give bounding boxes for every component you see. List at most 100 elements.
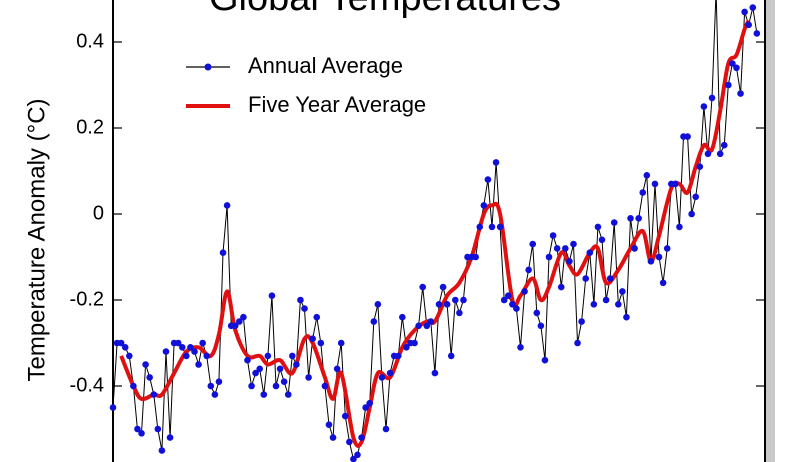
annual-point	[500, 296, 508, 304]
annual-point	[676, 223, 683, 231]
annual-point	[521, 288, 528, 295]
annual-point	[643, 172, 651, 179]
annual-point	[745, 21, 752, 29]
annual-point	[411, 339, 418, 347]
annual-point	[598, 236, 606, 244]
annual-point	[178, 344, 186, 351]
annual-point	[305, 374, 312, 381]
annual-point	[684, 133, 691, 140]
annual-point	[472, 253, 479, 261]
annual-point	[126, 352, 133, 360]
annual-point	[720, 141, 728, 149]
annual-point	[753, 30, 761, 37]
y-tick-label: 0.4	[76, 30, 104, 52]
annual-point	[187, 344, 194, 351]
annual-point	[268, 292, 276, 300]
annual-point	[370, 318, 378, 325]
annual-point	[191, 348, 198, 355]
annual-point	[631, 245, 638, 252]
legend-label: Annual Average	[248, 53, 403, 78]
y-tick-label: -0.6	[70, 460, 104, 462]
annual-point	[130, 382, 137, 390]
annual-point	[260, 391, 268, 398]
annual-point	[733, 64, 740, 72]
annual-point	[537, 322, 545, 330]
annual-point	[154, 425, 162, 433]
annual-point	[162, 348, 170, 355]
annual-point	[688, 210, 695, 218]
annual-point	[146, 374, 153, 381]
annual-point	[655, 253, 663, 261]
annual-point	[737, 90, 744, 97]
annual-point	[284, 391, 292, 398]
annual-point	[635, 215, 642, 222]
annual-point	[647, 258, 655, 265]
annual-point	[293, 361, 300, 368]
annual-point	[582, 275, 589, 282]
annual-point	[337, 339, 345, 347]
y-axis-label: Temperature Anomaly (°C)	[23, 98, 50, 381]
annual-point	[394, 352, 402, 360]
annual-point	[696, 163, 704, 170]
annual-point	[529, 240, 537, 248]
annual-point	[627, 215, 634, 222]
annual-point	[606, 275, 614, 282]
annual-point	[590, 301, 598, 308]
annual-point	[435, 301, 443, 308]
annual-point	[741, 8, 748, 16]
annual-point	[594, 223, 602, 231]
annual-point	[195, 361, 202, 368]
annual-point	[541, 356, 549, 364]
annual-point	[215, 378, 223, 386]
annual-point	[504, 292, 512, 300]
y-tick-label: -0.4	[70, 374, 104, 396]
y-tick-label: 0	[93, 202, 104, 224]
annual-point	[240, 313, 247, 321]
annual-point	[517, 344, 524, 351]
annual-point	[321, 382, 329, 390]
annual-point	[199, 339, 206, 347]
annual-point	[562, 245, 569, 252]
annual-point	[174, 339, 182, 347]
annual-point	[431, 369, 439, 377]
annual-point	[142, 361, 149, 368]
annual-point	[659, 279, 667, 287]
frame-shadow	[766, 0, 775, 462]
plot-frame	[112, 0, 766, 462]
annual-point	[513, 305, 520, 312]
annual-point	[651, 180, 659, 188]
annual-point	[366, 399, 374, 407]
annual-point	[166, 434, 174, 441]
annual-point	[399, 313, 406, 321]
legend-label: Five Year Average	[248, 92, 426, 117]
annual-point	[419, 283, 427, 291]
annual-point	[602, 296, 610, 304]
annual-point	[350, 455, 357, 462]
annual-point	[219, 249, 227, 256]
annual-point	[692, 193, 700, 201]
annual-point	[456, 309, 463, 317]
annual-point	[358, 434, 365, 441]
y-tick-label: 0.2	[76, 116, 104, 138]
legend-marker	[204, 63, 212, 71]
annual-point	[276, 365, 284, 373]
annual-point	[476, 223, 484, 231]
annual-point	[619, 288, 626, 295]
annual-point	[333, 365, 341, 373]
annual-point	[272, 382, 280, 390]
annual-point	[615, 301, 622, 308]
annual-point	[244, 356, 251, 364]
annual-point	[121, 344, 129, 351]
annual-point	[211, 391, 219, 398]
annual-point	[749, 4, 757, 11]
annual-point	[484, 176, 492, 183]
annual-point	[325, 421, 333, 429]
annual-point	[415, 322, 422, 330]
annual-point	[297, 296, 304, 304]
annual-point	[248, 382, 255, 390]
annual-point	[280, 378, 288, 386]
annual-point	[317, 339, 325, 347]
annual-point	[252, 369, 259, 377]
